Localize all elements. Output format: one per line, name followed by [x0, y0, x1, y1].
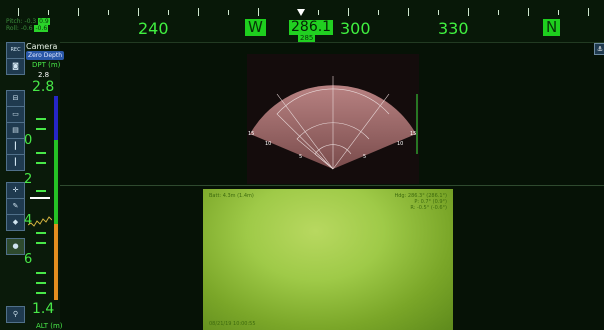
camera-icon[interactable]: ◙	[6, 58, 25, 75]
depth-scale-tick	[36, 242, 46, 244]
view-divider	[60, 185, 604, 186]
crosshair-icon[interactable]: ✛	[6, 182, 25, 199]
pitch-value: 0.9	[38, 18, 50, 25]
attitude-readout: Pitch: -0.3 0.9 Roll: -0.6 -0.6	[6, 18, 50, 32]
heading-tick	[48, 10, 49, 15]
heading-tick	[498, 10, 499, 15]
video-overlay-depth: Batt: 4.3m (1.4m)	[209, 193, 254, 199]
screen-icon[interactable]: ▭	[6, 106, 25, 123]
depth-bottom-readout: 1.4	[32, 301, 55, 317]
heading-tick	[78, 8, 79, 16]
heading-cardinal-north: N	[543, 19, 561, 36]
sonar-range-label: 5	[299, 154, 302, 160]
heading-sub-readout: 285	[298, 34, 316, 42]
depth-label: DPT (m)	[32, 61, 61, 69]
camera-video-feed[interactable]: Batt: 4.3m (1.4m) Hdg: 286.3° (286.1°) P…	[203, 189, 453, 330]
depth-scale-label: 2	[24, 172, 33, 187]
depth-bar-icon[interactable]: ┃	[6, 138, 25, 155]
camera-label: Camera	[26, 42, 58, 51]
heading-tick	[318, 10, 319, 15]
heading-tick	[438, 10, 439, 15]
sidebar-toolbar: REC ◙ ⊟ ▭ ▤ ┃ ┃ ✛ ✎ ◆ ● ⚲	[6, 42, 25, 330]
depth-scale-tick	[36, 272, 46, 274]
heading-tick	[588, 8, 589, 16]
heading-label-240: 240	[138, 19, 169, 38]
video-overlay-pitch: P: 0.7° (0.9°)	[414, 199, 447, 205]
sonar-range-label: 10	[397, 141, 403, 147]
heading-tick	[198, 8, 199, 16]
video-overlay-heading: Hdg: 286.3° (286.1°)	[394, 193, 448, 199]
sonar-range-label: 10	[265, 141, 271, 147]
record-icon[interactable]: REC	[6, 42, 25, 59]
altitude-label: ALT (m)	[36, 322, 63, 330]
sonar-range-label: 15	[248, 131, 254, 137]
ruler-icon[interactable]: ⊟	[6, 90, 25, 107]
depth-bar-orange	[54, 224, 58, 300]
vehicle-depth-marker	[30, 197, 50, 199]
eraser-icon[interactable]: ◆	[6, 214, 25, 231]
heading-tick	[468, 8, 469, 16]
heading-tick	[408, 8, 409, 16]
depth-bar-green	[54, 140, 58, 224]
roll-label: Roll: -0.6	[6, 25, 33, 32]
heading-tick	[258, 8, 259, 16]
zero-depth-button[interactable]: Zero Depth	[26, 51, 64, 60]
depth-scale-tick	[36, 282, 46, 284]
depth-scale-tick	[36, 152, 46, 154]
display-icon[interactable]: ▤	[6, 122, 25, 139]
heading-tick	[108, 10, 109, 15]
depth-scale-tick	[36, 162, 46, 164]
heading-cardinal-west: W	[245, 19, 266, 36]
depth-scale-tick	[36, 118, 46, 120]
heading-tick	[528, 8, 529, 16]
depth-scale-label: 0	[24, 133, 33, 148]
heading-tick	[348, 8, 349, 16]
heading-tick	[138, 8, 139, 16]
pitch-label: Pitch: -0.3	[6, 18, 37, 25]
waypoint-icon[interactable]: ⚲	[6, 306, 25, 323]
sonar-range-label: 5	[363, 154, 366, 160]
depth-bar-icon[interactable]: ┃	[6, 154, 25, 171]
sonar-range-label: 15	[410, 131, 416, 137]
depth-scale-tick	[36, 292, 46, 294]
depth-current-readout: 2.8	[32, 79, 55, 95]
heading-tick	[228, 10, 229, 15]
depth-scale-label: 4	[24, 213, 33, 228]
heading-tick	[18, 8, 19, 16]
depth-scale-tick	[36, 232, 46, 234]
heading-tick	[558, 10, 559, 15]
roll-value: -0.6	[34, 25, 49, 32]
heading-tick	[168, 10, 169, 15]
depth-bar-blue	[54, 96, 58, 140]
heading-readout: 286.1	[289, 19, 334, 35]
tools-icon[interactable]: ✎	[6, 198, 25, 215]
depth-scale-tick	[36, 128, 46, 130]
video-overlay-timestamp: 08/21/19 10:00:55	[209, 321, 256, 327]
hold-icon[interactable]: ●	[6, 238, 25, 255]
heading-tick	[378, 10, 379, 15]
sonar-fan: 15 10 5 5 10 15	[248, 76, 418, 170]
depth-trend-line	[28, 216, 52, 227]
video-overlay-roll: R: -0.5° (-0.6°)	[410, 205, 447, 211]
depth-small-readout: 2.8	[38, 71, 50, 79]
heading-label-300: 300	[340, 19, 371, 38]
settings-icon[interactable]: ⚓	[594, 43, 604, 55]
sonar-panel: 15 10 5 5 10 15	[247, 54, 419, 184]
heading-label-330: 330	[438, 19, 469, 38]
depth-scale-tick	[36, 190, 46, 192]
heading-pointer-icon	[297, 9, 305, 16]
depth-scale-label: 6	[24, 252, 33, 267]
